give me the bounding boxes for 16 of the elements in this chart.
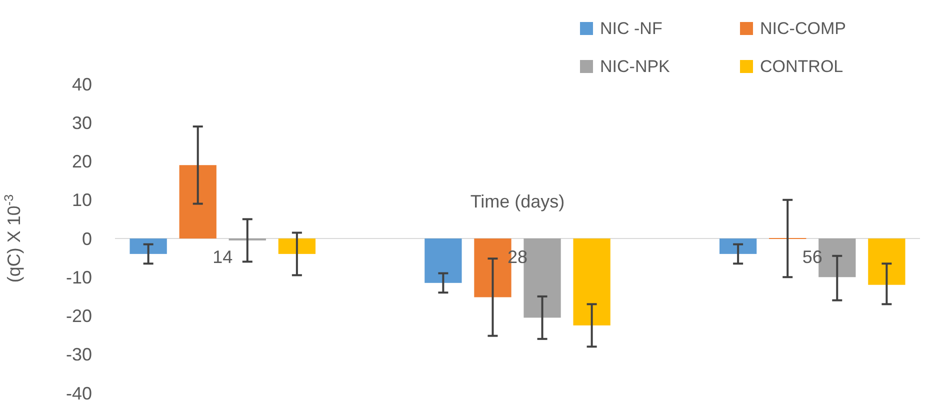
x-tick-label: 14 [212,247,233,268]
legend-label: NIC-NPK [600,56,671,76]
y-tick-label: -10 [66,267,92,288]
legend-label: CONTROL [760,56,844,76]
y-tick-label: 40 [72,74,92,94]
y-tick-label: 20 [72,152,92,172]
y-tick-label: 30 [72,112,92,133]
y-tick-label: -30 [66,344,92,365]
x-axis-title: Time (days) [470,192,565,212]
y-tick-label: -20 [66,306,92,326]
y-tick-label: 0 [82,228,92,249]
y-tick-label: 10 [72,190,92,210]
legend-label: NIC -NF [600,18,662,38]
y-tick-label: -40 [66,383,92,401]
x-tick-label: 56 [802,247,822,268]
legend-label: NIC-COMP [760,18,846,38]
